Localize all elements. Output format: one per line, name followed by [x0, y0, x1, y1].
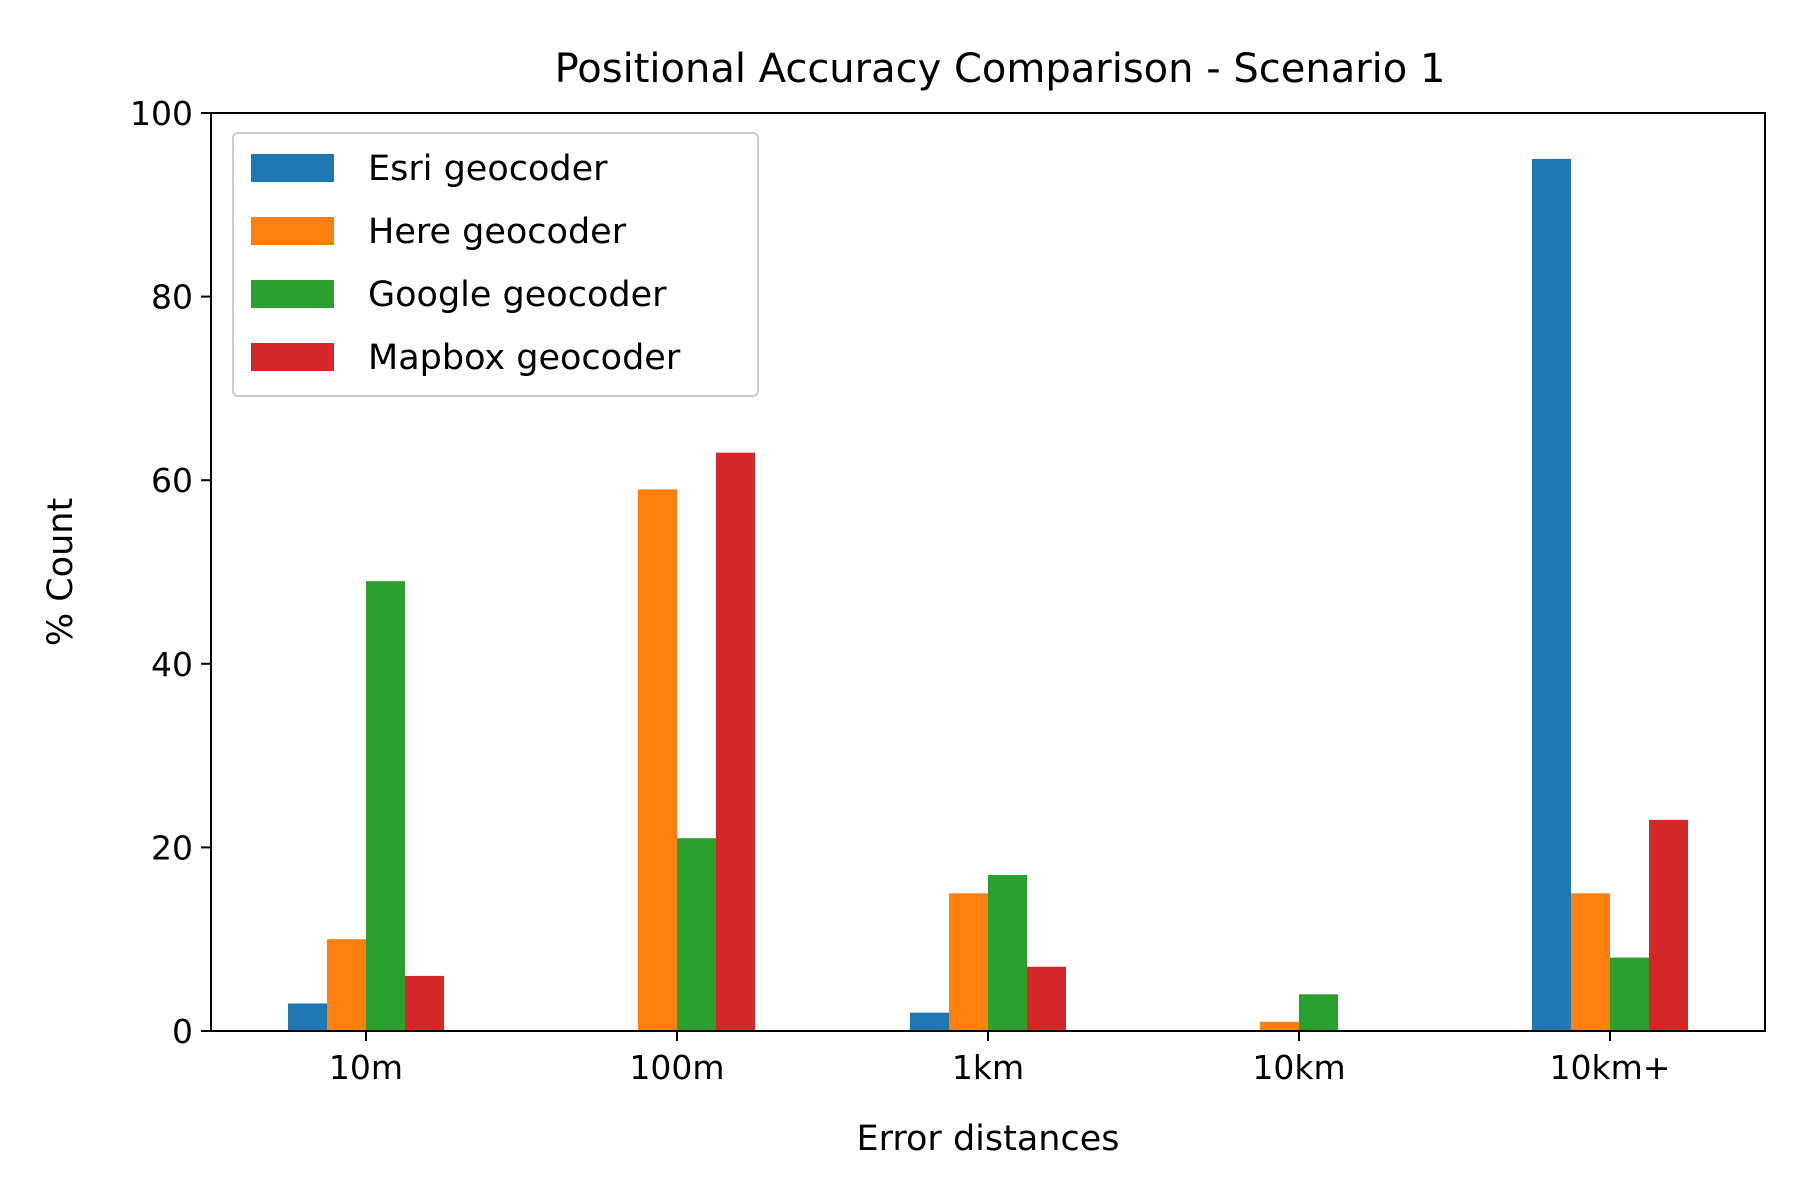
- y-tick-label: 100: [130, 94, 193, 133]
- bar-100m-mapbox-geocoder: [716, 452, 755, 1031]
- x-tick-label: 100m: [629, 1048, 724, 1087]
- bar-10km+-here-geocoder: [1571, 893, 1610, 1031]
- legend-swatch: [251, 154, 334, 182]
- x-axis-label: Error distances: [857, 1119, 1120, 1159]
- bar-1km-esri-geocoder: [910, 1012, 949, 1031]
- y-tick-label: 80: [151, 278, 193, 317]
- bar-10km+-mapbox-geocoder: [1649, 819, 1688, 1031]
- legend: Esri geocoder Here geocoder Google geocode…: [232, 132, 759, 397]
- bar-10m-here-geocoder: [327, 939, 366, 1031]
- legend-label: Google geocoder: [368, 275, 667, 315]
- legend-label: Esri geocoder: [368, 149, 608, 189]
- y-tick-label: 40: [151, 645, 193, 684]
- legend-label: Here geocoder: [368, 212, 627, 252]
- bar-10m-mapbox-geocoder: [405, 975, 444, 1031]
- y-tick-label: 20: [151, 828, 193, 867]
- x-tick-label: 10m: [329, 1048, 403, 1087]
- bar-100m-google-geocoder: [677, 838, 716, 1031]
- bar-1km-google-geocoder: [988, 874, 1027, 1031]
- y-axis: 0 20 40 60 80 100: [130, 94, 211, 1051]
- bar-100m-here-geocoder: [638, 489, 677, 1031]
- x-axis: 10m 100m 1km 10km 10km+: [329, 1031, 1671, 1087]
- x-tick-label: 10km: [1252, 1048, 1345, 1087]
- bar-1km-here-geocoder: [949, 893, 988, 1031]
- legend-label: Mapbox geocoder: [368, 338, 681, 378]
- bar-10km+-esri-geocoder: [1532, 158, 1571, 1031]
- x-tick-label: 1km: [952, 1048, 1024, 1087]
- bar-10km-google-geocoder: [1299, 994, 1338, 1031]
- y-tick-label: 0: [172, 1012, 193, 1051]
- bar-10m-esri-geocoder: [288, 1003, 327, 1031]
- bar-10m-google-geocoder: [366, 581, 405, 1031]
- legend-swatch: [251, 343, 334, 371]
- legend-swatch: [251, 280, 334, 308]
- x-tick-label: 10km+: [1550, 1048, 1671, 1087]
- y-tick-label: 60: [151, 461, 193, 500]
- bars-layer: [288, 158, 1688, 1031]
- bar-10km-here-geocoder: [1260, 1021, 1299, 1031]
- bar-10km+-google-geocoder: [1610, 957, 1649, 1031]
- legend-box: [232, 132, 759, 397]
- bar-1km-mapbox-geocoder: [1027, 966, 1066, 1031]
- chart-title: Positional Accuracy Comparison - Scenari…: [555, 46, 1446, 92]
- legend-swatch: [251, 217, 334, 245]
- y-axis-label: % Count: [41, 498, 81, 646]
